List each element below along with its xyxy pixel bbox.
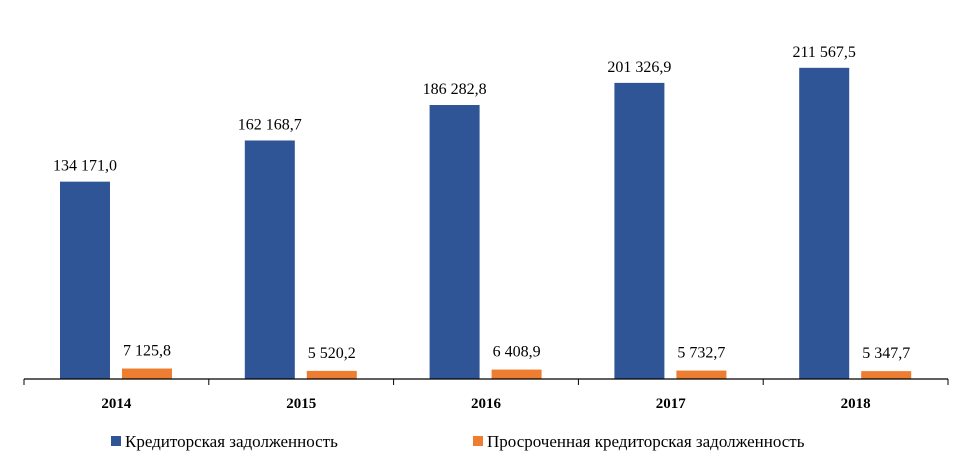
data-label-overdue-payables-2017: 5 732,7	[677, 345, 725, 362]
data-label-payables-2018: 211 567,5	[792, 44, 855, 61]
legend-swatch-overdue-payables	[473, 436, 483, 446]
bar-payables-2016	[429, 105, 480, 380]
category-labels-layer: 2014 2015 2016 2017 2018	[101, 396, 870, 412]
x-tick-label-2016: 2016	[471, 396, 502, 412]
data-label-payables-2017: 201 326,9	[607, 59, 671, 76]
bar-overdue-payables-2018	[861, 371, 912, 379]
bar-payables-2014	[60, 181, 110, 379]
data-label-overdue-payables-2016: 6 408,9	[493, 344, 541, 361]
data-label-overdue-payables-2015: 5 520,2	[308, 345, 356, 362]
data-label-overdue-payables-2018: 5 347,7	[862, 345, 910, 362]
bar-overdue-payables-2016	[491, 369, 542, 379]
x-tick-label-2018: 2018	[841, 396, 871, 412]
x-tick-label-2017: 2017	[656, 396, 687, 412]
bar-overdue-payables-2015	[306, 370, 357, 379]
x-tick-label-2014: 2014	[101, 396, 132, 412]
bar-overdue-payables-2017	[676, 370, 727, 379]
bar-payables-2017	[614, 82, 665, 379]
legend: Кредиторская задолженность Просроченная …	[111, 432, 805, 451]
bar-overdue-payables-2014	[122, 368, 172, 379]
data-label-overdue-payables-2014: 7 125,8	[123, 343, 171, 360]
bar-payables-2018	[799, 67, 850, 380]
legend-swatch-payables	[111, 436, 121, 446]
data-label-payables-2015: 162 168,7	[238, 116, 302, 133]
bars-layer	[60, 67, 912, 380]
x-axis-ticks	[23, 379, 949, 385]
value-labels-layer: 134 171,0 7 125,8 162 168,7 5 520,2 186 282,…	[53, 44, 910, 362]
bar-payables-2015	[244, 140, 295, 379]
legend-label-payables: Кредиторская задолженность	[125, 432, 338, 451]
data-label-payables-2016: 186 282,8	[423, 81, 487, 98]
legend-label-overdue-payables: Просроченная кредиторская задолженность	[487, 432, 805, 451]
data-label-payables-2014: 134 171,0	[53, 158, 117, 175]
x-tick-label-2015: 2015	[286, 396, 316, 412]
